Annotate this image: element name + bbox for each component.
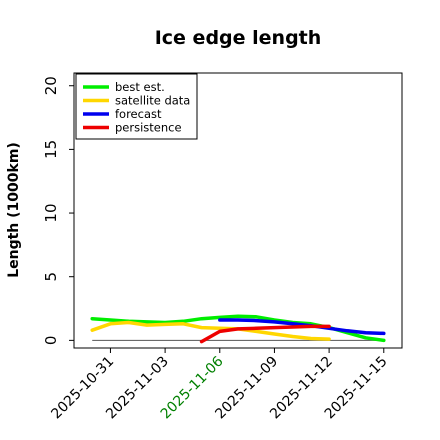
- chart-title: Ice edge length: [155, 27, 322, 49]
- y-tick-label: 5: [42, 272, 60, 282]
- series-line-forecast: [218, 318, 386, 336]
- legend-label-forecast: forecast: [115, 107, 162, 121]
- x-axis: 2025-10-312025-11-032025-11-062025-11-09…: [48, 348, 391, 422]
- legend-label-best-est: best est.: [115, 80, 165, 94]
- legend: best est.satellite dataforecastpersisten…: [75, 73, 198, 140]
- plot-area: [90, 314, 386, 344]
- y-tick-label: 10: [42, 203, 60, 222]
- legend-label-persistence: persistence: [115, 121, 182, 135]
- series-line-satellite-data: [90, 320, 331, 341]
- y-axis: 0 5 10 15 20: [42, 76, 74, 345]
- y-axis-label: Length (1000km): [6, 142, 22, 278]
- y-tick-label: 15: [42, 140, 60, 159]
- series-line-persistence: [199, 324, 331, 344]
- y-tick-label: 0: [42, 336, 60, 346]
- plot-frame: [73, 72, 403, 349]
- y-tick-label: 20: [42, 76, 60, 95]
- legend-label-satellite-data: satellite data: [115, 94, 190, 108]
